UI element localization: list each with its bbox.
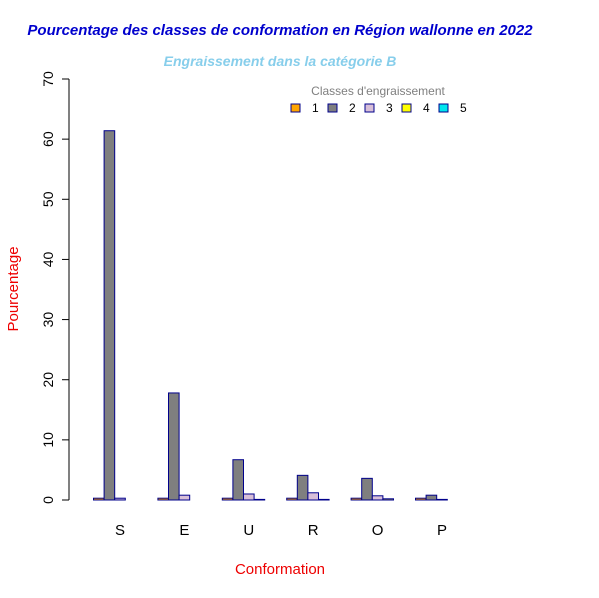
- bar-S-class-2: [103, 130, 116, 501]
- category-label: P: [437, 522, 447, 539]
- bar-R-class-1: [286, 497, 298, 501]
- category-label: E: [179, 522, 189, 539]
- y-tick-label: 30: [40, 312, 56, 328]
- bar-O-class-3: [371, 495, 384, 501]
- bars: [93, 130, 448, 501]
- y-axis: 0 10 20 30 40 50 60 70: [40, 71, 70, 504]
- bar-P-class-1: [415, 497, 427, 501]
- legend-item-label: 1: [312, 101, 319, 115]
- bar-S-class-1: [93, 497, 105, 501]
- legend-item-label: 5: [460, 101, 467, 115]
- bar-U-class-1: [221, 497, 234, 501]
- legend: Classes d'engraissement 1 2 3 4 5: [290, 84, 467, 115]
- chart-title: Pourcentage des classes de conformation …: [27, 22, 533, 39]
- category-label: O: [372, 522, 384, 539]
- y-tick-label: 20: [40, 372, 56, 388]
- y-axis-label: Pourcentage: [5, 246, 22, 331]
- bar-E-class-2: [168, 392, 180, 501]
- y-tick-label: 60: [40, 131, 56, 147]
- legend-item-label: 2: [349, 101, 356, 115]
- bar-S-class-3: [114, 497, 126, 501]
- bar-O-class-4: [382, 498, 394, 501]
- bar-R-class-4: [318, 498, 330, 501]
- bar-P-class-3: [436, 498, 448, 501]
- bar-R-class-3: [307, 492, 319, 501]
- y-tick-label: 10: [40, 432, 56, 448]
- legend-title: Classes d'engraissement: [311, 84, 445, 98]
- legend-swatch-3: [364, 103, 375, 113]
- bar-U-class-3: [243, 493, 255, 501]
- y-tick-label: 0: [40, 496, 56, 504]
- bar-O-class-1: [350, 497, 363, 501]
- legend-swatch-2: [327, 103, 338, 113]
- legend-swatch-4: [401, 103, 412, 113]
- legend-swatch-5: [438, 103, 449, 113]
- bar-E-class-1: [157, 497, 169, 501]
- category-label: S: [115, 522, 125, 539]
- legend-swatch-1: [290, 103, 301, 113]
- x-axis-label: Conformation: [235, 561, 325, 578]
- category-label: R: [308, 522, 319, 539]
- bar-U-class-2: [232, 459, 244, 501]
- bar-R-class-2: [296, 474, 309, 501]
- y-tick-label: 40: [40, 251, 56, 267]
- bar-O-class-2: [361, 477, 373, 501]
- y-tick-label: 70: [40, 71, 56, 87]
- legend-item-label: 4: [423, 101, 430, 115]
- bar-E-class-3: [178, 494, 191, 501]
- bar-U-class-4: [253, 498, 266, 501]
- category-label: U: [243, 522, 254, 539]
- y-tick-label: 50: [40, 191, 56, 207]
- bar-P-class-2: [425, 494, 438, 501]
- legend-item-label: 3: [386, 101, 393, 115]
- chart-subtitle: Engraissement dans la catégorie B: [164, 53, 397, 69]
